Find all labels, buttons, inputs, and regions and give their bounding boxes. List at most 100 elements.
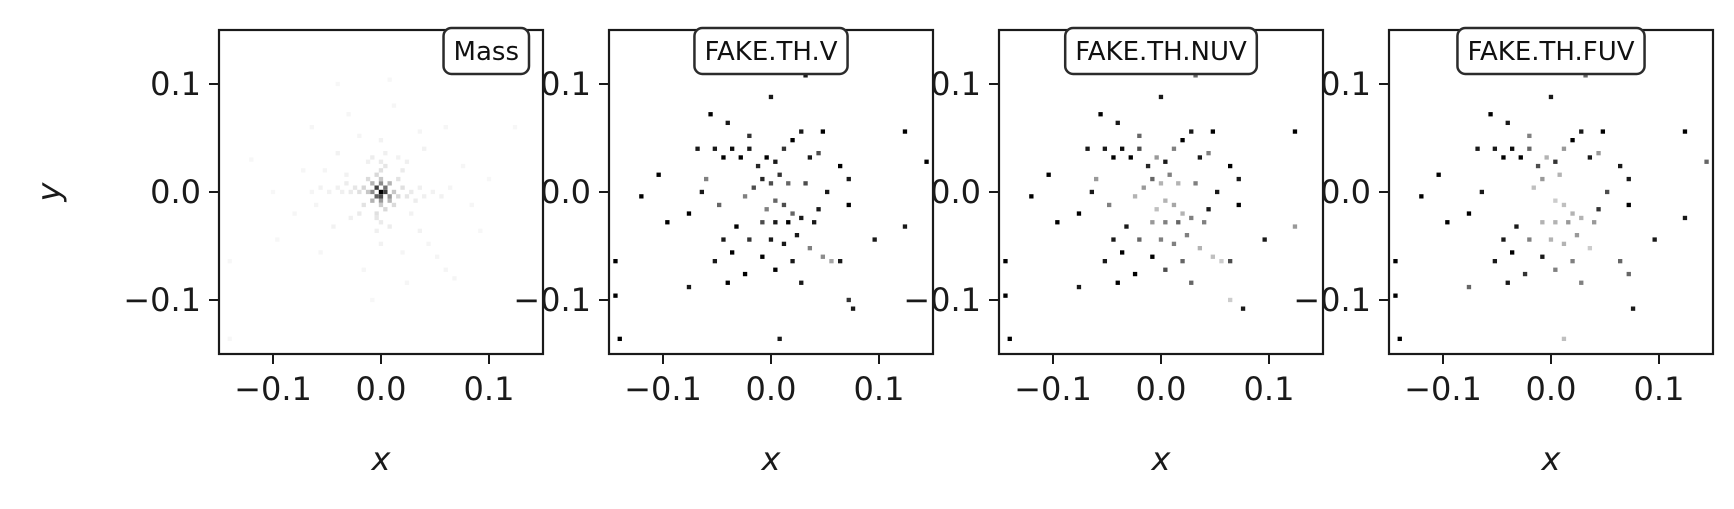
- heatmap-cell: [1120, 250, 1125, 255]
- heatmap-cell: [1570, 211, 1575, 216]
- heatmap-cell: [387, 194, 392, 199]
- heatmap-cell: [699, 189, 705, 195]
- heatmap-cell: [1163, 267, 1168, 272]
- x-tick-label: 0.0: [746, 370, 797, 408]
- heatmap-cell: [1210, 129, 1216, 134]
- heatmap-cell: [1488, 112, 1493, 117]
- heatmap-cell: [773, 220, 778, 225]
- heatmap-cell: [1570, 259, 1575, 264]
- heatmap-cell: [820, 254, 826, 259]
- heatmap-cell: [1557, 172, 1562, 177]
- heatmap-cell: [1553, 267, 1558, 272]
- heatmap-cell: [1115, 280, 1120, 285]
- heatmap-cell: [404, 194, 410, 199]
- heatmap-cell: [768, 94, 774, 100]
- heatmap-cell: [829, 259, 834, 264]
- heatmap-cell: [448, 185, 453, 190]
- heatmap-cell: [686, 211, 692, 216]
- heatmap-cell: [1393, 259, 1398, 264]
- heatmap-cell: [478, 228, 483, 234]
- x-tick-label: −0.1: [624, 370, 702, 408]
- heatmap-cell: [1630, 306, 1636, 311]
- heatmap-cell: [1393, 293, 1398, 298]
- heatmap-cell: [656, 172, 661, 177]
- heatmap-cell: [460, 163, 466, 169]
- heatmap-cell: [717, 202, 722, 208]
- heatmap-cell: [1579, 215, 1584, 221]
- heatmap-cell: [846, 176, 851, 182]
- heatmap-cell: [639, 194, 644, 199]
- heatmap-cell: [1150, 254, 1155, 259]
- y-tick-label: 0.1: [930, 65, 981, 103]
- heatmap-cell: [1544, 155, 1549, 160]
- heatmap-cell: [469, 202, 474, 208]
- heatmap-cell: [396, 155, 401, 160]
- heatmap-cell: [1154, 207, 1159, 212]
- heatmap-cell: [1262, 237, 1267, 242]
- heatmap-cell: [1184, 233, 1190, 238]
- heatmap-cell: [1163, 159, 1168, 164]
- heatmap-cell: [742, 271, 748, 277]
- heatmap-cell: [1215, 189, 1220, 195]
- heatmap-cell: [1292, 129, 1298, 134]
- heatmap-cell: [1236, 202, 1241, 208]
- heatmap-cell: [335, 185, 340, 190]
- heatmap-cell: [378, 168, 384, 173]
- heatmap-cell: [764, 207, 769, 212]
- heatmap-cell: [1180, 259, 1185, 264]
- heatmap-cell: [742, 194, 748, 199]
- heatmap-cell: [365, 189, 371, 195]
- heatmap-cell: [270, 189, 276, 195]
- panel-2: −0.1 0.0 0.1 −0.1 0.0 0.1 x FAKE.TH.V: [513, 26, 935, 478]
- heatmap-cell: [1548, 94, 1554, 100]
- heatmap-cell: [227, 259, 232, 264]
- x-axis-label: x: [761, 440, 782, 478]
- heatmap-cell: [1158, 94, 1164, 100]
- heatmap-cell: [430, 189, 436, 195]
- heatmap-cell: [1228, 297, 1233, 303]
- heatmap-cell: [344, 172, 349, 177]
- heatmap-cell: [1076, 211, 1082, 216]
- heatmap-cell: [409, 189, 414, 195]
- legend-box: [1456, 26, 1646, 76]
- y-tick-label: −0.1: [123, 281, 201, 319]
- x-tick-label: 0.1: [1634, 370, 1685, 408]
- heatmap-cell: [760, 176, 765, 182]
- y-tick-label: −0.1: [513, 281, 591, 319]
- heatmap-cell: [786, 181, 791, 186]
- heatmap-cell: [1436, 172, 1441, 177]
- plot-area: [1389, 30, 1713, 354]
- heatmap-cell: [1124, 224, 1129, 229]
- heatmap-cell: [374, 215, 379, 221]
- heatmap-cell: [1076, 284, 1082, 290]
- heatmap-cell: [348, 189, 353, 195]
- heatmap-cell: [1240, 306, 1246, 311]
- heatmap-cell: [378, 220, 384, 225]
- heatmap-cell: [396, 176, 401, 182]
- heatmap-cell: [370, 155, 375, 160]
- heatmap-cell: [807, 246, 813, 251]
- heatmap-cell: [378, 181, 384, 186]
- legend-label: FAKE.TH.V: [704, 37, 837, 67]
- heatmap-cell: [803, 73, 808, 78]
- heatmap-cell: [790, 138, 795, 143]
- heatmap-cell: [1137, 146, 1142, 151]
- heatmap-cell: [1682, 129, 1688, 134]
- heatmap-cell: [400, 168, 405, 173]
- heatmap-cell: [335, 81, 340, 87]
- heatmap-cell: [613, 293, 618, 298]
- heatmap-cell: [378, 176, 384, 182]
- heatmap-cell: [370, 297, 375, 303]
- heatmap-cell: [435, 254, 440, 259]
- heatmap-cell: [764, 155, 769, 160]
- heatmap-cell: [331, 224, 336, 229]
- heatmap-cell: [1605, 189, 1610, 195]
- heatmap-cell: [361, 267, 366, 272]
- heatmap-cell: [361, 202, 366, 208]
- heatmap-cell: [846, 202, 851, 208]
- heatmap-cell: [872, 237, 877, 242]
- heatmap-cell: [309, 189, 315, 195]
- heatmap-cell: [1163, 220, 1168, 225]
- heatmap-cell: [799, 280, 804, 285]
- heatmap-cell: [1553, 198, 1558, 203]
